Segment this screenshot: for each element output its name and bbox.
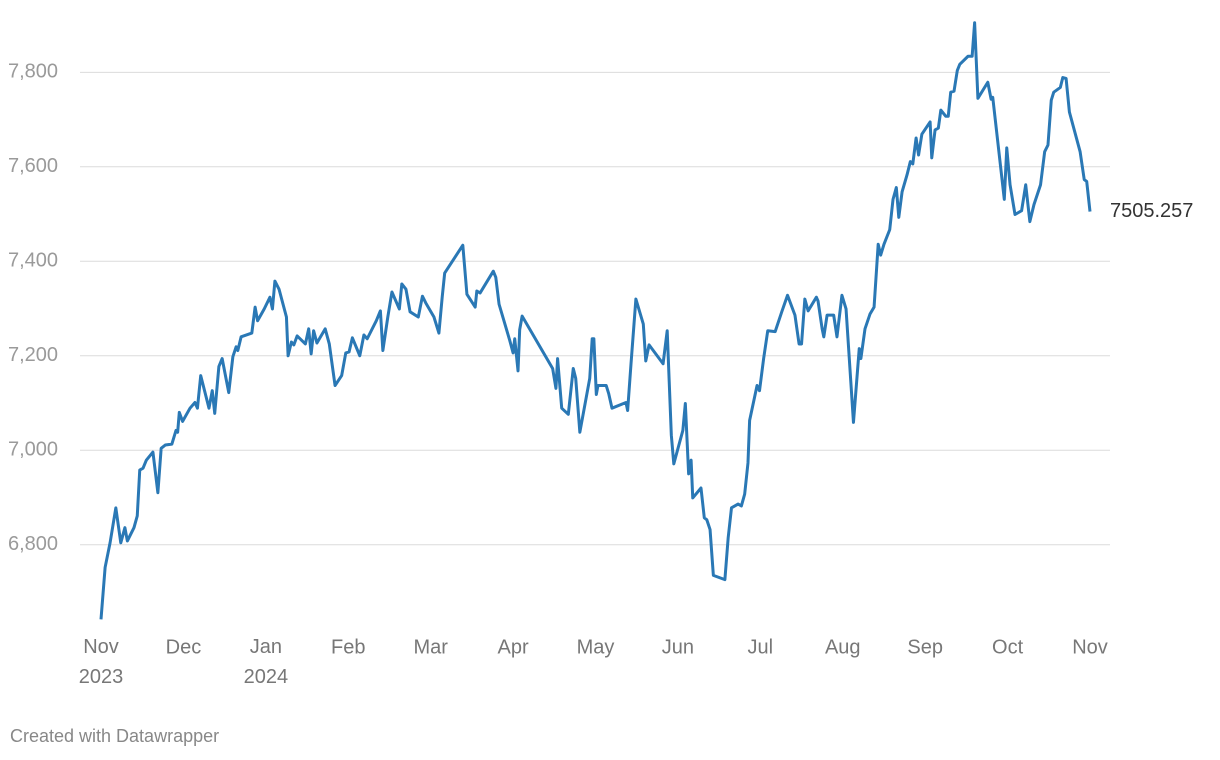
x-tick-label: Oct — [992, 636, 1024, 658]
y-tick-label: 7,000 — [8, 439, 58, 461]
x-tick-label: Mar — [413, 636, 448, 658]
line — [99, 21, 1092, 620]
x-tick-label: Dec — [166, 636, 202, 658]
x-tick-label: Jul — [748, 636, 774, 658]
x-tick-label: Jan 2024 — [244, 636, 289, 688]
x-tick-label: Nov 2023 — [79, 636, 124, 688]
y-tick-label: 7,200 — [8, 344, 58, 366]
x-tick-label: Jun — [662, 636, 694, 658]
x-tick-label: May — [577, 636, 615, 658]
end-label: 7505.257 — [1110, 200, 1193, 222]
x-tick-label: Nov — [1072, 636, 1108, 658]
x-tick-label: Apr — [498, 636, 529, 658]
x-tick-label: Sep — [907, 636, 943, 658]
y-tick-label: 6,800 — [8, 533, 58, 555]
credit: Created with Datawrapper — [10, 726, 219, 746]
x-tick-label: Aug — [825, 636, 861, 658]
y-tick-label: 7,400 — [8, 250, 58, 272]
x-tick-label: Feb — [331, 636, 365, 658]
y-tick-label: 7,600 — [8, 155, 58, 177]
y-tick-label: 7,800 — [8, 61, 58, 83]
